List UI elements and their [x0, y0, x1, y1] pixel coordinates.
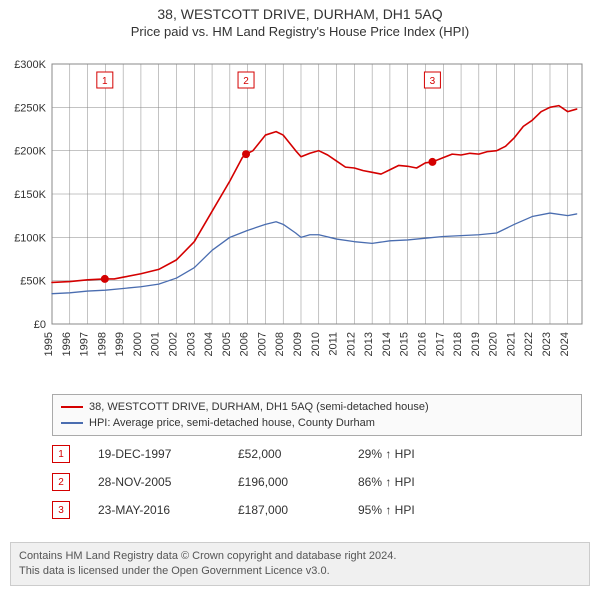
svg-text:2009: 2009	[292, 332, 304, 356]
svg-text:1996: 1996	[61, 332, 73, 356]
chart-svg: £0 £50K £100K £150K £200K £250K £300K 1995 1996 1…	[0, 54, 600, 384]
svg-text:2018: 2018	[452, 332, 464, 356]
svg-text:2001: 2001	[150, 332, 162, 356]
svg-text:2024: 2024	[559, 332, 571, 356]
transaction-date: 19-DEC-1997	[98, 447, 238, 461]
transaction-row: 3 23-MAY-2016£187,00095% ↑ HPI	[52, 496, 582, 524]
svg-text:2010: 2010	[310, 332, 322, 356]
svg-text:2023: 2023	[541, 332, 553, 356]
svg-text:£50K: £50K	[20, 276, 46, 288]
svg-text:£100K: £100K	[14, 232, 46, 244]
legend-label: 38, WESTCOTT DRIVE, DURHAM, DH1 5AQ (sem…	[89, 401, 429, 413]
svg-text:£300K: £300K	[14, 59, 46, 71]
svg-text:2005: 2005	[221, 332, 233, 356]
svg-text:2016: 2016	[416, 332, 428, 356]
svg-text:1998: 1998	[96, 332, 108, 356]
footer-line-1: Contains HM Land Registry data © Crown c…	[19, 549, 581, 564]
svg-text:2015: 2015	[399, 332, 411, 356]
svg-text:2022: 2022	[523, 332, 535, 356]
transaction-price: £196,000	[238, 475, 358, 489]
svg-text:1997: 1997	[79, 332, 91, 356]
transaction-date: 23-MAY-2016	[98, 503, 238, 517]
transaction-price: £52,000	[238, 447, 358, 461]
svg-text:£200K: £200K	[14, 146, 46, 158]
svg-text:2008: 2008	[274, 332, 286, 356]
licence-footer: Contains HM Land Registry data © Crown c…	[10, 542, 590, 586]
transaction-hpi: 86% ↑ HPI	[358, 475, 478, 489]
chart-title: 38, WESTCOTT DRIVE, DURHAM, DH1 5AQ	[0, 6, 600, 22]
svg-text:2003: 2003	[185, 332, 197, 356]
transaction-badge: 3	[52, 501, 70, 519]
svg-text:2021: 2021	[505, 332, 517, 356]
legend-item: HPI: Average price, semi-detached house,…	[61, 415, 573, 431]
transaction-row: 1 19-DEC-1997£52,00029% ↑ HPI	[52, 440, 582, 468]
chart-area: £0 £50K £100K £150K £200K £250K £300K 1995 1996 1…	[0, 54, 600, 384]
svg-text:2019: 2019	[470, 332, 482, 356]
legend-swatch	[61, 406, 83, 408]
svg-text:2013: 2013	[363, 332, 375, 356]
transactions-table: 1 19-DEC-1997£52,00029% ↑ HPI 2 28-NOV-2005…	[52, 440, 582, 524]
svg-text:2: 2	[243, 76, 249, 87]
svg-text:1995: 1995	[43, 332, 55, 356]
footer-line-2: This data is licensed under the Open Gov…	[19, 564, 581, 579]
svg-text:2000: 2000	[132, 332, 144, 356]
transaction-price: £187,000	[238, 503, 358, 517]
svg-text:2014: 2014	[381, 332, 393, 356]
legend: 38, WESTCOTT DRIVE, DURHAM, DH1 5AQ (sem…	[52, 394, 582, 436]
transaction-date: 28-NOV-2005	[98, 475, 238, 489]
svg-text:2020: 2020	[488, 332, 500, 356]
svg-text:£250K: £250K	[14, 102, 46, 114]
svg-text:3: 3	[430, 76, 436, 87]
svg-text:£0: £0	[34, 319, 46, 331]
svg-text:£150K: £150K	[14, 189, 46, 201]
svg-text:2002: 2002	[167, 332, 179, 356]
transaction-row: 2 28-NOV-2005£196,00086% ↑ HPI	[52, 468, 582, 496]
svg-text:1: 1	[102, 76, 108, 87]
legend-label: HPI: Average price, semi-detached house,…	[89, 417, 375, 429]
chart-subtitle: Price paid vs. HM Land Registry's House …	[0, 24, 600, 39]
svg-text:2007: 2007	[256, 332, 268, 356]
svg-text:2004: 2004	[203, 332, 215, 356]
transaction-badge: 1	[52, 445, 70, 463]
svg-text:2011: 2011	[328, 332, 340, 356]
svg-text:2012: 2012	[345, 332, 357, 356]
transaction-hpi: 95% ↑ HPI	[358, 503, 478, 517]
svg-text:1999: 1999	[114, 332, 126, 356]
legend-swatch	[61, 422, 83, 424]
transaction-hpi: 29% ↑ HPI	[358, 447, 478, 461]
transaction-badge: 2	[52, 473, 70, 491]
legend-item: 38, WESTCOTT DRIVE, DURHAM, DH1 5AQ (sem…	[61, 399, 573, 415]
svg-text:2006: 2006	[239, 332, 251, 356]
svg-text:2017: 2017	[434, 332, 446, 356]
